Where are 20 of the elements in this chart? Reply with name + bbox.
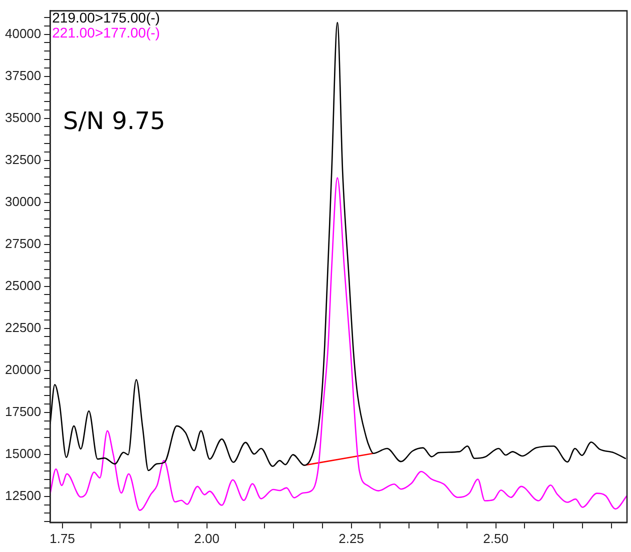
line-series [50, 177, 627, 511]
annotation: S/N 9.75 [62, 107, 166, 136]
y-tick-label: 35000 [4, 110, 42, 125]
y-tick-label: 22500 [4, 320, 42, 335]
y-tick-label: 37500 [4, 68, 42, 83]
x-tick-label: 2.25 [338, 530, 364, 546]
x-tick-label: 1.75 [50, 530, 75, 546]
y-tick-label: 12500 [4, 488, 42, 503]
y-tick-label: 20000 [4, 362, 42, 377]
text: 219.00>175.00(-) [52, 10, 160, 26]
y-tick-label: 17500 [4, 404, 42, 419]
y-tick-label: 40000 [4, 26, 42, 41]
y-tick-label: 30000 [4, 194, 42, 209]
x-tick-label: 2.00 [194, 530, 220, 546]
y-tick-label: 25000 [4, 278, 42, 293]
y-tick-label: 15000 [4, 446, 42, 461]
text: 221.00>177.00(-) [52, 24, 160, 41]
y-tick-label: 32500 [4, 152, 42, 167]
x-tick-label: 2.50 [483, 530, 508, 546]
y-tick-label: 27500 [4, 236, 42, 251]
